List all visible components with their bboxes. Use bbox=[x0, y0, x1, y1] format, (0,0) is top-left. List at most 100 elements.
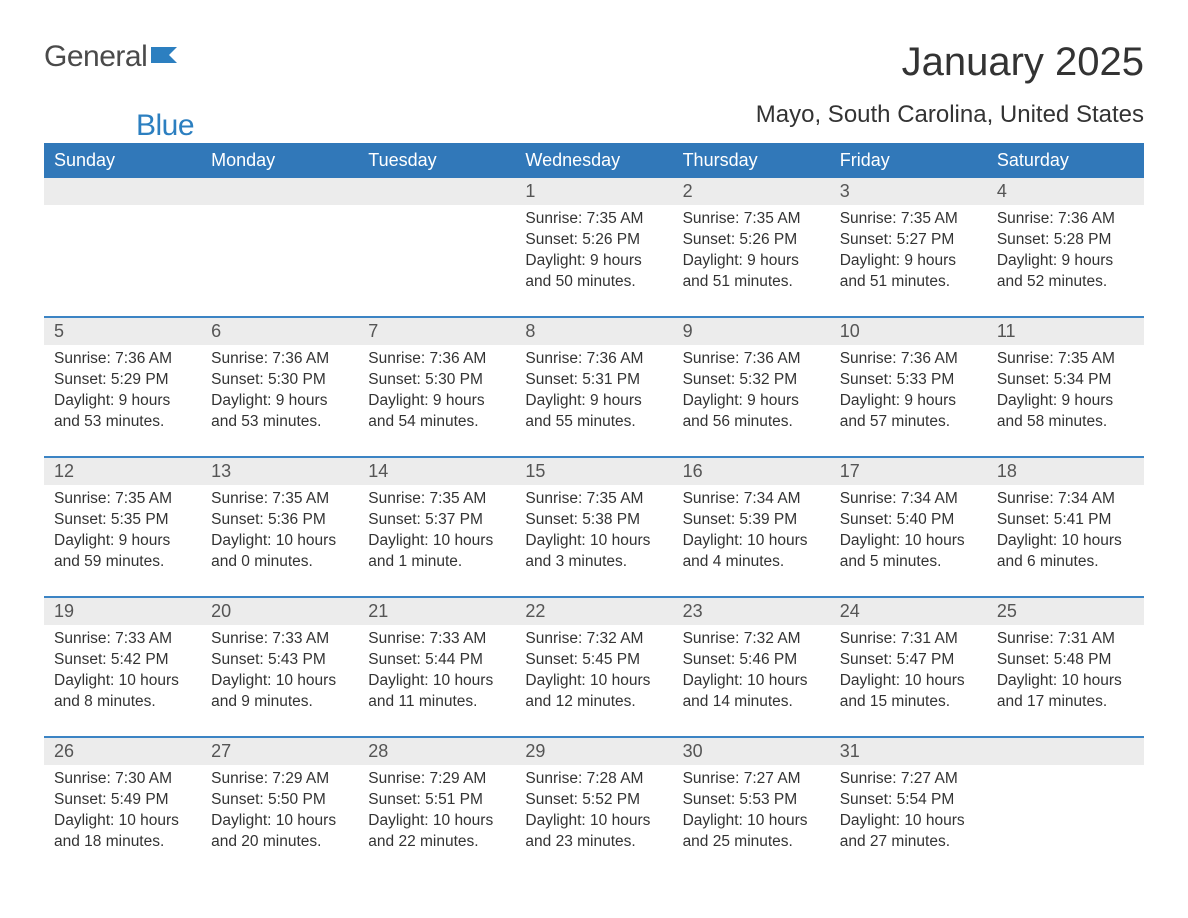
week-row: 26Sunrise: 7:30 AMSunset: 5:49 PMDayligh… bbox=[44, 738, 1144, 876]
day-cell bbox=[201, 178, 358, 316]
day-content: Sunrise: 7:36 AMSunset: 5:30 PMDaylight:… bbox=[201, 345, 358, 443]
sunrise-text: Sunrise: 7:34 AM bbox=[683, 489, 820, 510]
sunset-text: Sunset: 5:33 PM bbox=[840, 370, 977, 391]
sunset-text: Sunset: 5:51 PM bbox=[368, 790, 505, 811]
sunrise-text: Sunrise: 7:31 AM bbox=[840, 629, 977, 650]
sunrise-text: Sunrise: 7:34 AM bbox=[840, 489, 977, 510]
daylight-text: Daylight: 9 hours and 51 minutes. bbox=[683, 251, 820, 293]
weekday-header: Saturday bbox=[987, 143, 1144, 178]
day-content: Sunrise: 7:31 AMSunset: 5:48 PMDaylight:… bbox=[987, 625, 1144, 723]
day-number: 1 bbox=[515, 178, 672, 205]
day-content: Sunrise: 7:32 AMSunset: 5:45 PMDaylight:… bbox=[515, 625, 672, 723]
day-number: 4 bbox=[987, 178, 1144, 205]
daylight-text: Daylight: 10 hours and 25 minutes. bbox=[683, 811, 820, 853]
flag-icon bbox=[151, 43, 187, 72]
day-number: 13 bbox=[201, 458, 358, 485]
day-content: Sunrise: 7:33 AMSunset: 5:44 PMDaylight:… bbox=[358, 625, 515, 723]
day-number: 24 bbox=[830, 598, 987, 625]
daylight-text: Daylight: 10 hours and 22 minutes. bbox=[368, 811, 505, 853]
day-number: 8 bbox=[515, 318, 672, 345]
daylight-text: Daylight: 10 hours and 3 minutes. bbox=[525, 531, 662, 573]
day-cell: 18Sunrise: 7:34 AMSunset: 5:41 PMDayligh… bbox=[987, 458, 1144, 596]
day-cell: 19Sunrise: 7:33 AMSunset: 5:42 PMDayligh… bbox=[44, 598, 201, 736]
daylight-text: Daylight: 10 hours and 8 minutes. bbox=[54, 671, 191, 713]
daylight-text: Daylight: 10 hours and 20 minutes. bbox=[211, 811, 348, 853]
daylight-text: Daylight: 9 hours and 51 minutes. bbox=[840, 251, 977, 293]
sunset-text: Sunset: 5:41 PM bbox=[997, 510, 1134, 531]
daylight-text: Daylight: 10 hours and 14 minutes. bbox=[683, 671, 820, 713]
daylight-text: Daylight: 10 hours and 6 minutes. bbox=[997, 531, 1134, 573]
day-content: Sunrise: 7:28 AMSunset: 5:52 PMDaylight:… bbox=[515, 765, 672, 863]
sunset-text: Sunset: 5:26 PM bbox=[525, 230, 662, 251]
day-content: Sunrise: 7:36 AMSunset: 5:31 PMDaylight:… bbox=[515, 345, 672, 443]
day-content: Sunrise: 7:29 AMSunset: 5:51 PMDaylight:… bbox=[358, 765, 515, 863]
day-number: 15 bbox=[515, 458, 672, 485]
sunrise-text: Sunrise: 7:30 AM bbox=[54, 769, 191, 790]
sunrise-text: Sunrise: 7:32 AM bbox=[683, 629, 820, 650]
daylight-text: Daylight: 10 hours and 17 minutes. bbox=[997, 671, 1134, 713]
day-number: 11 bbox=[987, 318, 1144, 345]
header: General January 2025 bbox=[44, 40, 1144, 95]
daylight-text: Daylight: 9 hours and 58 minutes. bbox=[997, 391, 1134, 433]
sunset-text: Sunset: 5:43 PM bbox=[211, 650, 348, 671]
day-cell: 11 Sunrise: 7:35 AMSunset: 5:34 PMDayligh… bbox=[987, 318, 1144, 456]
sunrise-text: Sunrise: 7:35 AM bbox=[997, 349, 1134, 370]
sunrise-text: Sunrise: 7:33 AM bbox=[368, 629, 505, 650]
day-content: Sunrise: 7:35 AMSunset: 5:27 PMDaylight:… bbox=[830, 205, 987, 303]
week-row: 12Sunrise: 7:35 AMSunset: 5:35 PMDayligh… bbox=[44, 458, 1144, 596]
title-block: January 2025 bbox=[902, 40, 1144, 95]
calendar-table: Sunday Monday Tuesday Wednesday Thursday… bbox=[44, 143, 1144, 876]
day-cell bbox=[358, 178, 515, 316]
sunrise-text: Sunrise: 7:35 AM bbox=[683, 209, 820, 230]
brand-word2: Blue bbox=[136, 109, 194, 143]
day-number: 31 bbox=[830, 738, 987, 765]
day-number: 9 bbox=[673, 318, 830, 345]
day-cell: 23Sunrise: 7:32 AMSunset: 5:46 PMDayligh… bbox=[673, 598, 830, 736]
day-number: 28 bbox=[358, 738, 515, 765]
sunset-text: Sunset: 5:48 PM bbox=[997, 650, 1134, 671]
sunrise-text: Sunrise: 7:35 AM bbox=[525, 489, 662, 510]
daylight-text: Daylight: 9 hours and 59 minutes. bbox=[54, 531, 191, 573]
sunrise-text: Sunrise: 7:28 AM bbox=[525, 769, 662, 790]
day-content: Sunrise: 7:34 AMSunset: 5:40 PMDaylight:… bbox=[830, 485, 987, 583]
sunrise-text: Sunrise: 7:35 AM bbox=[368, 489, 505, 510]
sunset-text: Sunset: 5:27 PM bbox=[840, 230, 977, 251]
day-number-empty bbox=[358, 178, 515, 205]
day-content: Sunrise: 7:36 AMSunset: 5:33 PMDaylight:… bbox=[830, 345, 987, 443]
day-content: Sunrise: 7:34 AMSunset: 5:39 PMDaylight:… bbox=[673, 485, 830, 583]
daylight-text: Daylight: 9 hours and 56 minutes. bbox=[683, 391, 820, 433]
day-number: 27 bbox=[201, 738, 358, 765]
brand-logo: General bbox=[44, 40, 189, 74]
day-number: 20 bbox=[201, 598, 358, 625]
day-content: Sunrise: 7:36 AMSunset: 5:29 PMDaylight:… bbox=[44, 345, 201, 443]
day-content: Sunrise: 7:33 AMSunset: 5:42 PMDaylight:… bbox=[44, 625, 201, 723]
sunset-text: Sunset: 5:34 PM bbox=[997, 370, 1134, 391]
daylight-text: Daylight: 9 hours and 57 minutes. bbox=[840, 391, 977, 433]
day-number: 6 bbox=[201, 318, 358, 345]
sunset-text: Sunset: 5:31 PM bbox=[525, 370, 662, 391]
sunrise-text: Sunrise: 7:35 AM bbox=[211, 489, 348, 510]
day-cell: 7Sunrise: 7:36 AMSunset: 5:30 PMDaylight… bbox=[358, 318, 515, 456]
day-content: Sunrise: 7:36 AMSunset: 5:28 PMDaylight:… bbox=[987, 205, 1144, 303]
day-number: 30 bbox=[673, 738, 830, 765]
day-number: 5 bbox=[44, 318, 201, 345]
sunset-text: Sunset: 5:30 PM bbox=[368, 370, 505, 391]
sunrise-text: Sunrise: 7:36 AM bbox=[368, 349, 505, 370]
day-cell: 20 Sunrise: 7:33 AMSunset: 5:43 PMDayligh… bbox=[201, 598, 358, 736]
daylight-text: Daylight: 10 hours and 18 minutes. bbox=[54, 811, 191, 853]
sunrise-text: Sunrise: 7:29 AM bbox=[211, 769, 348, 790]
day-number: 22 bbox=[515, 598, 672, 625]
daylight-text: Daylight: 10 hours and 9 minutes. bbox=[211, 671, 348, 713]
day-cell: 16Sunrise: 7:34 AMSunset: 5:39 PMDayligh… bbox=[673, 458, 830, 596]
day-cell: 28Sunrise: 7:29 AMSunset: 5:51 PMDayligh… bbox=[358, 738, 515, 876]
day-number: 3 bbox=[830, 178, 987, 205]
sunset-text: Sunset: 5:32 PM bbox=[683, 370, 820, 391]
daylight-text: Daylight: 9 hours and 50 minutes. bbox=[525, 251, 662, 293]
day-cell: 12Sunrise: 7:35 AMSunset: 5:35 PMDayligh… bbox=[44, 458, 201, 596]
sunset-text: Sunset: 5:47 PM bbox=[840, 650, 977, 671]
sunrise-text: Sunrise: 7:34 AM bbox=[997, 489, 1134, 510]
sunrise-text: Sunrise: 7:33 AM bbox=[211, 629, 348, 650]
sunset-text: Sunset: 5:37 PM bbox=[368, 510, 505, 531]
daylight-text: Daylight: 10 hours and 12 minutes. bbox=[525, 671, 662, 713]
day-number: 29 bbox=[515, 738, 672, 765]
